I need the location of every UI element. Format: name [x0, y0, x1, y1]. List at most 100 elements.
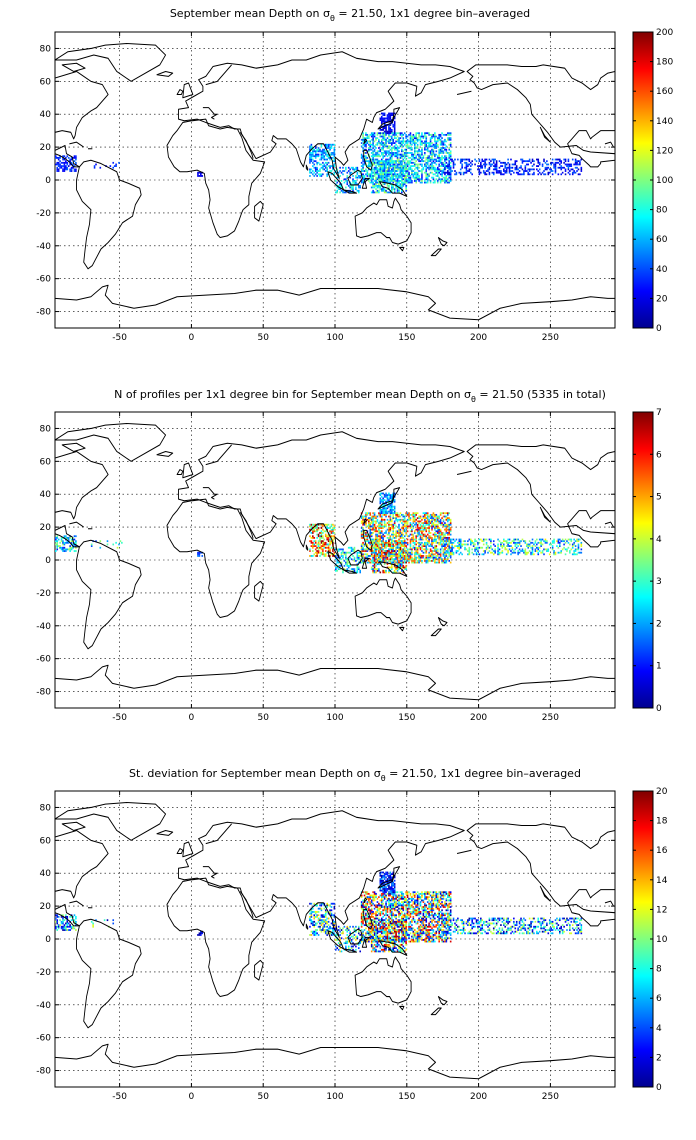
data-bin [492, 553, 495, 556]
data-bin [518, 170, 521, 172]
data-bin [322, 168, 324, 171]
data-bin [419, 143, 422, 146]
data-bin [310, 171, 313, 174]
data-bin [395, 170, 397, 172]
data-bin [393, 133, 396, 136]
data-bin [434, 535, 436, 538]
data-bin [418, 166, 420, 169]
data-bin [340, 171, 343, 174]
data-bin [537, 546, 540, 549]
data-bin [419, 530, 422, 533]
data-bin [380, 495, 383, 498]
data-bin [415, 556, 417, 559]
data-bin [439, 532, 442, 534]
data-bin [378, 150, 380, 153]
data-bin [314, 527, 317, 529]
data-bin [395, 555, 397, 557]
data-bin [485, 170, 488, 172]
data-bin [434, 545, 436, 547]
data-bin [312, 165, 314, 167]
data-bin [369, 561, 372, 564]
data-bin [444, 515, 446, 518]
data-bin [391, 561, 393, 564]
data-bin [576, 160, 578, 163]
data-bin [326, 536, 328, 539]
data-bin [469, 540, 472, 543]
data-bin [439, 540, 442, 543]
data-bin [313, 171, 316, 174]
data-bin [370, 132, 373, 135]
data-bin [406, 530, 409, 533]
data-bin [332, 530, 334, 533]
data-bin [434, 518, 436, 521]
data-bin [426, 548, 429, 551]
data-bin [438, 176, 440, 179]
data-bin [436, 551, 439, 554]
data-bin [447, 512, 449, 515]
data-bin [365, 148, 367, 151]
data-bin [376, 171, 379, 174]
data-bin [370, 181, 373, 184]
data-bin [372, 543, 374, 546]
data-bin [393, 166, 396, 169]
data-bin [436, 517, 439, 520]
data-bin [342, 555, 344, 557]
data-bin [567, 538, 570, 541]
data-bin [490, 540, 492, 543]
data-bin [393, 132, 396, 135]
data-bin [490, 541, 492, 544]
data-bin [472, 543, 475, 546]
data-bin [376, 143, 379, 146]
data-bin [316, 536, 318, 539]
data-bin [490, 545, 492, 547]
data-bin [396, 175, 399, 177]
data-bin [409, 525, 412, 528]
data-bin [57, 545, 60, 547]
data-bin [571, 553, 574, 556]
data-bin [439, 535, 442, 538]
data-bin [385, 510, 387, 513]
data-bin [362, 138, 364, 141]
data-bin [320, 166, 323, 169]
data-bin [365, 540, 367, 543]
data-bin [369, 527, 372, 529]
data-bin [428, 553, 430, 556]
data-bin [379, 161, 382, 164]
data-bin [444, 546, 446, 549]
data-bin [442, 543, 445, 546]
data-bin [412, 513, 415, 516]
data-bin [342, 550, 344, 552]
data-bin [511, 170, 514, 172]
data-bin [362, 561, 364, 564]
data-bin [444, 171, 446, 174]
data-bin [405, 184, 407, 187]
data-bin [385, 153, 387, 156]
data-bin [330, 147, 333, 149]
data-bin [534, 541, 537, 544]
data-bin [342, 556, 344, 559]
data-bin [416, 517, 419, 520]
data-bin [379, 119, 382, 121]
data-bin [399, 153, 402, 156]
data-bin [531, 550, 534, 552]
data-bin [386, 522, 389, 524]
data-bin [388, 569, 390, 572]
data-bin [349, 546, 351, 549]
data-bin [388, 150, 390, 153]
data-bin [537, 551, 540, 554]
data-bin [378, 191, 380, 194]
data-bin [399, 543, 402, 546]
data-bin [197, 555, 199, 557]
data-bin [386, 183, 389, 186]
data-bin [528, 543, 531, 546]
data-bin [382, 560, 384, 562]
y-tick-label: -20 [36, 209, 51, 219]
data-bin [428, 158, 430, 161]
data-bin [431, 551, 433, 554]
data-bin [561, 171, 564, 174]
data-bin [378, 155, 380, 158]
data-bin [401, 191, 403, 194]
data-bin [67, 156, 70, 159]
data-bin [432, 145, 435, 148]
data-bin [201, 175, 204, 177]
